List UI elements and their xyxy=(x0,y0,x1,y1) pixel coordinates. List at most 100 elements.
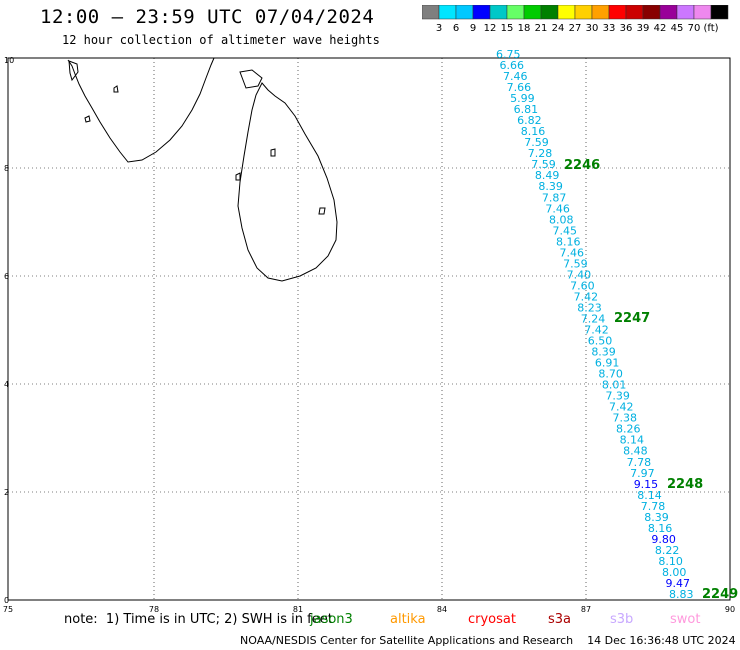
wave-height-value: 8.10 xyxy=(658,555,683,568)
wave-height-value: 7.28 xyxy=(528,147,553,160)
small-island-1 xyxy=(113,85,119,93)
wave-height-value: 8.39 xyxy=(644,511,669,524)
wave-height-value: 7.46 xyxy=(560,246,585,259)
track-labels: 2246 2247 2248 2249 xyxy=(564,158,738,602)
wave-height-value: 7.40 xyxy=(567,268,592,281)
credit-footer: NOAA/NESDIS Center for Satellite Applica… xyxy=(240,634,736,647)
wave-height-labels: 6.756.667.467.665.996.816.828.167.597.28… xyxy=(496,48,694,601)
y-tick-label: 6 xyxy=(4,272,9,281)
track-time-label: 2249 xyxy=(702,587,738,602)
colorbar-label: 30 xyxy=(586,23,599,34)
colorbar-label: 27 xyxy=(569,23,582,34)
satellite-legend-item: swot xyxy=(670,612,701,627)
wave-height-value: 6.81 xyxy=(514,103,539,116)
wave-height-value: 7.46 xyxy=(503,70,528,83)
wave-height-value: 8.39 xyxy=(591,346,616,359)
wave-height-value: 7.42 xyxy=(609,401,634,414)
wave-height-value: 7.42 xyxy=(574,290,599,303)
colorbar-label: 9 xyxy=(470,23,476,34)
wave-height-value: 9.47 xyxy=(665,577,690,590)
x-tick-label: 75 xyxy=(3,605,13,612)
wave-height-value: 8.16 xyxy=(556,235,581,248)
colorbar-label: 6 xyxy=(453,23,459,34)
wave-height-value: 9.15 xyxy=(634,478,659,491)
small-island-4 xyxy=(318,207,326,215)
satellite-legend-item: s3b xyxy=(610,612,634,627)
map-frame xyxy=(7,57,731,601)
colorbar-label: 45 xyxy=(671,23,684,34)
track-time-label: 2247 xyxy=(614,311,650,326)
wave-height-value: 7.59 xyxy=(563,257,588,270)
wave-height-value: 8.22 xyxy=(655,544,680,557)
wave-height-value: 8.14 xyxy=(637,489,662,502)
wave-height-value: 8.08 xyxy=(549,213,574,226)
india-coast-island xyxy=(68,60,79,82)
page-subtitle: 12 hour collection of altimeter wave hei… xyxy=(62,33,380,47)
wave-height-value: 8.16 xyxy=(521,125,546,138)
y-tick-label: 10 xyxy=(4,56,14,65)
axis-labels: 75 78 81 84 87 90 10 8 6 4 2 0 xyxy=(3,56,735,612)
track-time-label: 2246 xyxy=(564,158,600,173)
colorbar-label: 24 xyxy=(552,23,565,34)
colorbar-label: 33 xyxy=(603,23,616,34)
wave-height-value: 6.50 xyxy=(588,335,613,348)
small-island-2 xyxy=(84,115,91,123)
colorbar-label: 70 xyxy=(688,23,701,34)
colorbar-label: 12 xyxy=(484,23,497,34)
colorbar-label: 21 xyxy=(535,23,548,34)
x-tick-label: 81 xyxy=(293,605,303,612)
colorbar-label: 39 xyxy=(637,23,650,34)
y-tick-label: 8 xyxy=(4,164,9,173)
wave-height-value: 8.48 xyxy=(623,445,648,458)
wave-height-value: 7.59 xyxy=(531,158,556,171)
wave-height-value: 7.97 xyxy=(630,467,655,480)
wave-height-value: 6.82 xyxy=(517,114,542,127)
wave-height-value: 7.78 xyxy=(627,456,652,469)
wave-height-value: 8.01 xyxy=(602,379,627,392)
track-time-label: 2248 xyxy=(667,477,703,492)
wave-height-value: 7.39 xyxy=(605,390,630,403)
satellite-legend-item: s3a xyxy=(548,612,572,627)
x-tick-label: 84 xyxy=(437,605,447,612)
satellite-legend-item: altika xyxy=(390,612,426,627)
colorbar-label: 18 xyxy=(518,23,531,34)
wave-height-value: 8.83 xyxy=(669,588,694,601)
map-grid xyxy=(7,57,731,601)
wave-height-value: 8.23 xyxy=(577,301,602,314)
units-note: note: 1) Time is in UTC; 2) SWH is in fe… xyxy=(64,612,333,627)
colorbar-label: (ft) xyxy=(703,23,718,34)
wave-height-value: 7.42 xyxy=(584,324,609,337)
satellite-legend-item: jason3 xyxy=(310,612,353,627)
y-tick-label: 4 xyxy=(4,380,9,389)
wave-height-value: 7.46 xyxy=(545,202,570,215)
x-tick-label: 87 xyxy=(581,605,591,612)
x-tick-label: 90 xyxy=(725,605,735,612)
wave-height-value: 7.60 xyxy=(570,279,595,292)
wave-height-value: 5.99 xyxy=(510,92,535,105)
wave-height-value: 7.78 xyxy=(641,500,666,513)
wave-height-value: 7.87 xyxy=(542,191,567,204)
colorbar-label: 36 xyxy=(620,23,633,34)
india-coastline xyxy=(67,57,215,163)
small-island-5 xyxy=(235,172,241,181)
coastline xyxy=(67,57,338,282)
colorbar-label: 42 xyxy=(654,23,667,34)
wave-height-value: 8.70 xyxy=(598,368,623,381)
sri-lanka-coastline xyxy=(237,82,338,282)
wave-height-value: 8.00 xyxy=(662,566,687,579)
wave-height-value: 7.45 xyxy=(552,224,577,237)
colorbar-label: 3 xyxy=(436,23,442,34)
wave-height-value: 6.66 xyxy=(500,59,525,72)
wave-height-value: 8.14 xyxy=(620,434,645,447)
x-tick-label: 78 xyxy=(149,605,159,612)
wave-height-value: 7.66 xyxy=(507,81,531,94)
colorbar-swatch xyxy=(710,5,729,20)
wave-height-value: 8.26 xyxy=(616,423,641,436)
wave-height-value: 6.75 xyxy=(496,48,521,61)
sri-lanka-north-tip xyxy=(239,69,263,89)
y-tick-label: 2 xyxy=(4,488,9,497)
wave-height-value: 7.38 xyxy=(613,412,638,425)
page-title: 12:00 – 23:59 UTC 07/04/2024 xyxy=(40,6,375,28)
wave-height-colorbar: 3 6 9 12 15 18 21 24 27 30 33 36 39 42 45 70 (ft) xyxy=(422,5,729,34)
